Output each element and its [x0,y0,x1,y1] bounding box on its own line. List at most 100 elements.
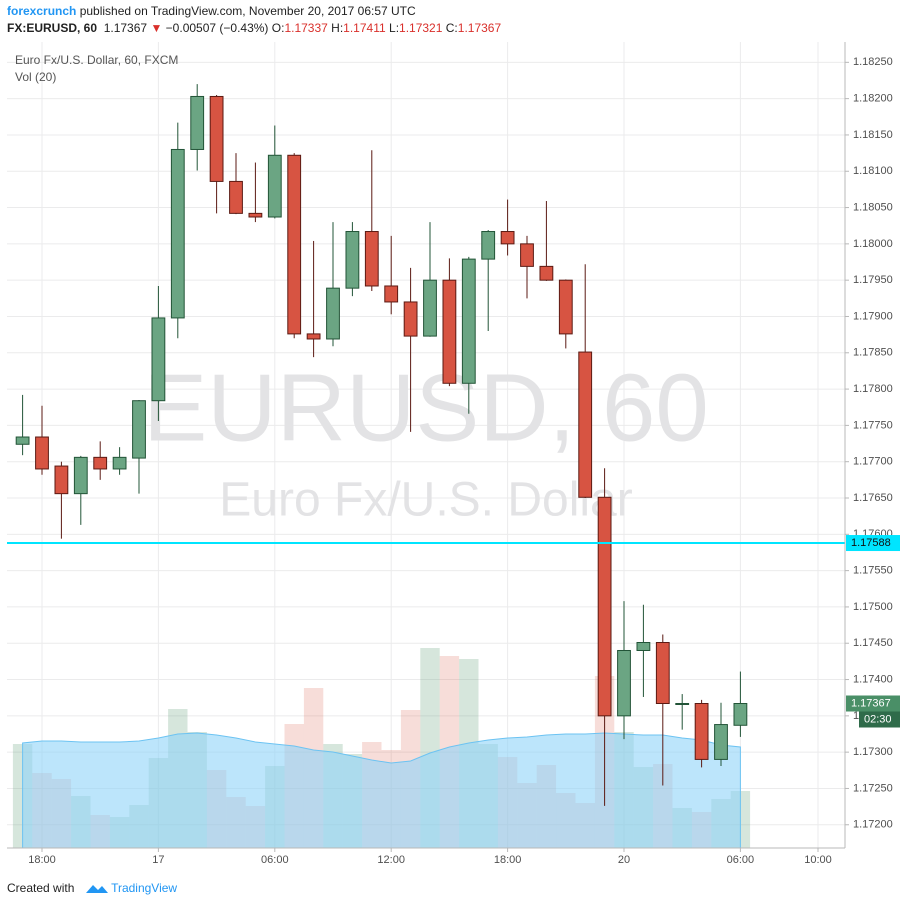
y-tick-label: 1.17450 [853,637,893,649]
volume-ma-area [22,732,741,849]
logo-shape [85,885,108,893]
candle-body [733,703,748,726]
y-tick-label: 1.18000 [853,238,893,250]
footer: Created with TradingView [7,878,177,895]
publish-line: forexcrunch published on TradingView.com… [7,4,416,18]
close: 1.17367 [457,21,502,35]
y-tick-label: 1.17500 [853,601,893,613]
candle-body [209,95,224,182]
publisher: forexcrunch [7,4,77,18]
low-label: L: [389,21,400,35]
logo [85,885,108,893]
chart: EURUSD, 60 Euro Fx/U.S. Dollar Euro Fx/U… [7,42,900,866]
marks [7,84,845,849]
candle-body [345,231,360,289]
high-label: H: [331,21,344,35]
candle-body [93,456,108,470]
y-tick-label: 1.18050 [853,201,893,213]
x-tick-label: 20 [618,854,630,866]
last: 1.17367 [103,21,148,35]
x-tick-label: 06:00 [727,854,755,866]
symbol: FX:EURUSD, 60 [7,21,98,35]
open: 1.17337 [284,21,328,35]
candle-body [442,279,457,384]
y-tick-label: 1.18200 [853,93,893,105]
candle-body [326,287,340,340]
arrow: ▼ [150,21,163,35]
candle-body [558,279,573,335]
candle-body [54,465,69,495]
candle-body [655,642,670,705]
hline-label: 1.17588 [851,537,891,549]
last-price-label: 1.17367 [851,697,891,709]
candle-body [248,212,263,218]
y-tick-label: 1.17650 [853,492,893,504]
y-tick-label: 1.17400 [853,673,893,685]
y-tick-label: 1.17800 [853,383,893,395]
candle-body [636,642,651,651]
candle-body [306,333,321,340]
y-tick-label: 1.18150 [853,129,893,141]
candle-body [694,703,709,760]
candle-body [267,154,282,218]
candle-body [500,231,515,245]
candle-body [132,400,146,459]
candle-body [35,436,49,470]
candle-body [384,285,399,303]
y-tick-label: 1.17950 [853,274,893,286]
candle-body [597,496,612,717]
candle-body [461,258,476,384]
y-tick-label: 1.17700 [853,456,893,468]
candle-body [539,265,554,281]
symbol-line: FX:EURUSD, 60 1.17367 ▼ −0.00507 (−0.43%… [7,21,501,35]
candle-body [15,436,30,445]
y-tick-label: 1.18250 [853,56,893,68]
candle-body [675,703,690,706]
y-tick-label: 1.17200 [853,819,893,831]
y-tick-label: 1.17750 [853,419,893,431]
candle-body [403,301,418,337]
x-tick-label: 10:00 [804,854,832,866]
candle-body [520,243,534,267]
high: 1.17411 [343,21,386,35]
legend-title: Euro Fx/U.S. Dollar, 60, FXCM [15,53,178,67]
candle-body [481,231,496,260]
low: 1.17321 [399,21,443,35]
watermark: EURUSD, 60 [143,354,709,461]
watermark-sub: Euro Fx/U.S. Dollar [219,474,632,527]
candle-body [714,724,728,760]
x-tick-label: 18:00 [494,854,522,866]
candle-body [73,456,88,495]
candle-body [423,279,437,337]
candle-body [364,231,379,287]
last-price-box [846,695,900,712]
x-tick-label: 12:00 [377,854,405,866]
brand: TradingView [111,881,178,895]
countdown: 02:30 [864,713,892,725]
y-tick-label: 1.18100 [853,165,893,177]
candle-body [151,317,166,402]
legend-volume: Vol (20) [15,70,56,84]
y-tick-label: 1.17300 [853,746,893,758]
created-with: Created with [7,881,75,895]
candle-body [190,95,205,150]
hline-label-box [846,535,900,552]
countdown-box [859,711,900,728]
candle-body [287,154,302,335]
close-label: C: [445,21,458,35]
candle-body [617,649,631,717]
change: −0.00507 (−0.43%) [165,21,269,35]
x-tick-label: 17 [152,854,164,866]
candle-body [170,148,185,319]
open-label: O: [271,21,285,35]
candle-body [578,351,593,498]
y-tick-label: 1.17250 [853,782,893,794]
y-tick-label: 1.17900 [853,310,893,322]
candle-body [229,180,243,214]
published: published on TradingView.com, November 2… [79,4,416,18]
y-tick-label: 1.17550 [853,565,893,577]
candle-body [112,456,127,470]
y-tick-label: 1.17850 [853,347,893,359]
x-tick-label: 06:00 [261,854,289,866]
